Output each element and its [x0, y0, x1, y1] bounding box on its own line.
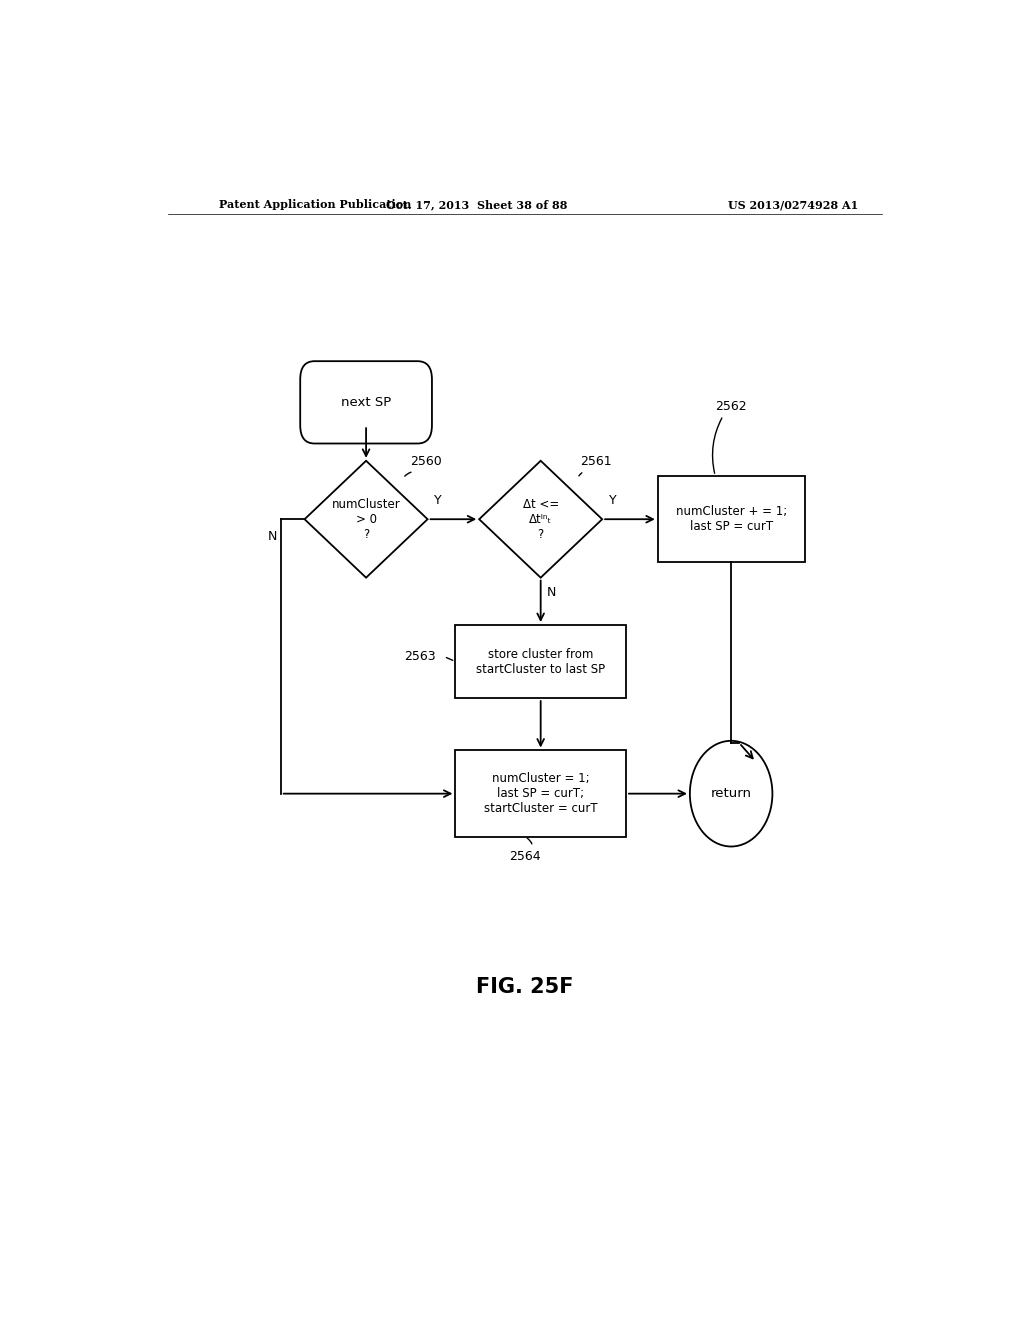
Text: N: N: [267, 531, 276, 544]
Circle shape: [690, 741, 772, 846]
Text: 2561: 2561: [581, 455, 612, 469]
Text: 2563: 2563: [404, 649, 436, 663]
Text: Patent Application Publication: Patent Application Publication: [219, 199, 412, 210]
Text: Y: Y: [608, 494, 616, 507]
Text: next SP: next SP: [341, 396, 391, 409]
Text: Δt <=
Δtᴵⁿₜ
?: Δt <= Δtᴵⁿₜ ?: [522, 498, 559, 541]
Text: N: N: [547, 586, 556, 599]
Text: numCluster = 1;
last SP = curT;
startCluster = curT: numCluster = 1; last SP = curT; startClu…: [484, 772, 597, 816]
Bar: [456, 624, 626, 698]
Text: Oct. 17, 2013  Sheet 38 of 88: Oct. 17, 2013 Sheet 38 of 88: [386, 199, 568, 210]
Text: numCluster + = 1;
last SP = curT: numCluster + = 1; last SP = curT: [676, 506, 786, 533]
Text: numCluster
> 0
?: numCluster > 0 ?: [332, 498, 400, 541]
Bar: [456, 751, 626, 837]
FancyBboxPatch shape: [300, 362, 432, 444]
Polygon shape: [304, 461, 428, 578]
Bar: [657, 477, 805, 562]
Text: return: return: [711, 787, 752, 800]
Text: store cluster from
startCluster to last SP: store cluster from startCluster to last …: [476, 648, 605, 676]
Text: 2562: 2562: [715, 400, 746, 412]
Text: FIG. 25F: FIG. 25F: [476, 977, 573, 997]
Text: Y: Y: [434, 494, 441, 507]
Polygon shape: [479, 461, 602, 578]
Text: 2564: 2564: [509, 850, 541, 862]
Text: US 2013/0274928 A1: US 2013/0274928 A1: [728, 199, 858, 210]
Text: 2560: 2560: [410, 455, 441, 469]
